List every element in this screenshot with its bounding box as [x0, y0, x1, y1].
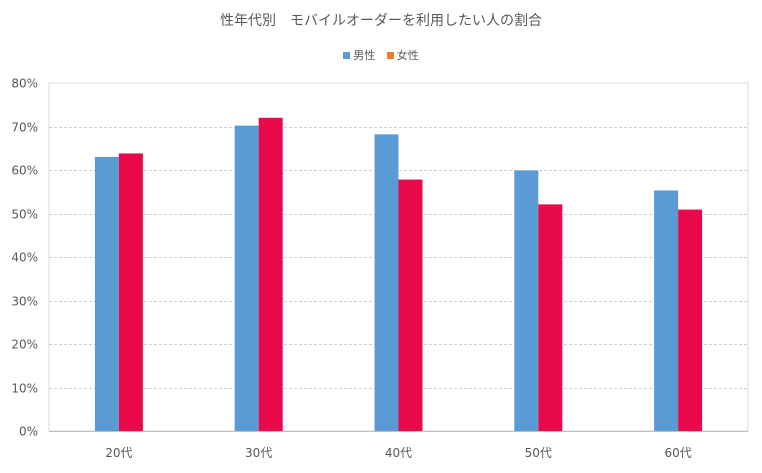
y-tick-label: 40% [11, 251, 38, 265]
legend-swatch-male [343, 52, 351, 59]
chart-title: 性年代別 モバイルオーダーを利用したい人の割合 [220, 13, 542, 29]
bar-female [258, 117, 283, 432]
x-tick-label: 30代 [245, 446, 272, 460]
x-tick-label: 60代 [664, 446, 691, 460]
legend-item-male: 男性 [343, 47, 375, 63]
bar-male [374, 134, 399, 431]
bar-male [234, 125, 259, 431]
y-tick-label: 50% [11, 208, 38, 222]
legend-label-female: 女性 [396, 49, 419, 62]
bar-male [514, 170, 539, 431]
bar-male [654, 190, 679, 431]
legend-item-female: 女性 [386, 47, 419, 63]
y-tick-label: 10% [11, 382, 38, 396]
y-tick-label: 0% [19, 425, 38, 439]
x-tick-label: 40代 [385, 446, 412, 460]
legend-label-male: 男性 [353, 49, 376, 62]
y-tick-label: 30% [11, 295, 38, 309]
bar-female [538, 204, 563, 431]
y-tick-label: 70% [11, 121, 38, 135]
x-tick-label: 50代 [525, 446, 552, 460]
y-tick-label: 20% [11, 338, 38, 352]
legend-swatch-female [386, 52, 394, 59]
bar-female [678, 209, 703, 431]
y-tick-label: 80% [11, 77, 38, 91]
bar-female [118, 153, 143, 431]
x-tick-label: 20代 [105, 446, 132, 460]
legend: 男性 女性 [0, 47, 762, 63]
y-tick-label: 60% [11, 164, 38, 178]
bar-male [94, 156, 119, 431]
bar-female [398, 179, 423, 431]
